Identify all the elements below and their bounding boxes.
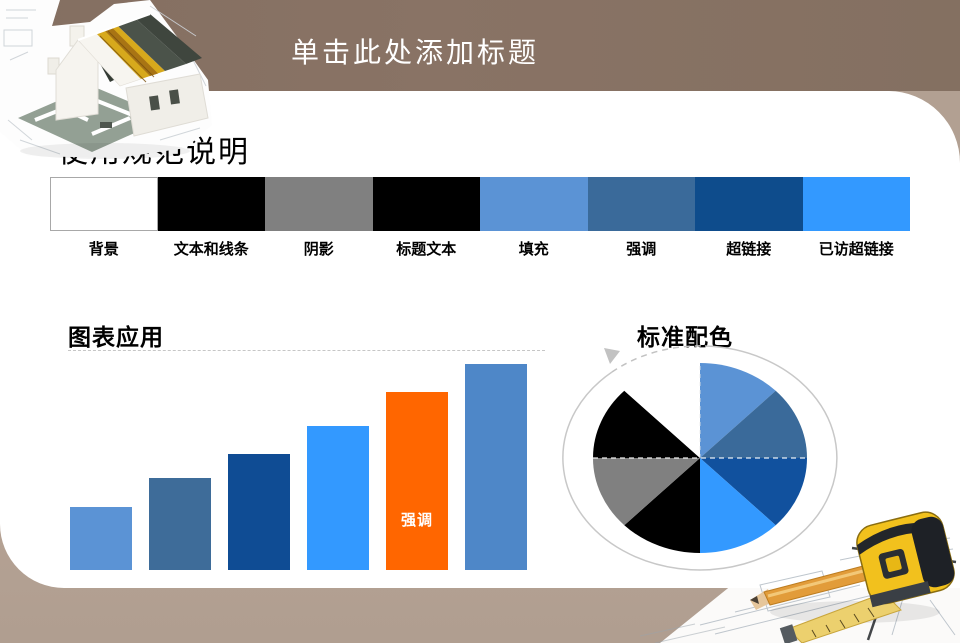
pie-slice-6: [593, 390, 700, 458]
bar-4: 强调: [386, 392, 448, 570]
palette-swatch-7: [802, 177, 910, 231]
bar-chart: 强调: [70, 364, 528, 570]
palette-swatch-1: [157, 177, 265, 231]
palette-swatch-3: [372, 177, 480, 231]
palette-labels: 背景 文本和线条 阴影 标题文本 填充 强调 超链接 已访超链接: [50, 238, 910, 259]
palette-swatch-label-6: 超链接: [726, 241, 772, 258]
bar-3: [307, 426, 369, 570]
pie-slice-0: [700, 362, 776, 458]
pie-slice-5: [592, 458, 700, 526]
bar-0: [70, 507, 132, 570]
palette-swatch-0: [50, 177, 158, 231]
cycle-arrow-icon: [604, 348, 620, 364]
pie-slice-7: [624, 363, 700, 458]
bar-5: [465, 364, 527, 570]
palette-swatch-label-3: 标题文本: [396, 241, 457, 258]
palette-swatch-label-4: 填充: [518, 241, 549, 258]
pie-slices: [592, 362, 807, 553]
palette-swatch-label-1: 文本和线条: [173, 241, 249, 258]
pie-svg: [562, 345, 838, 571]
tape-measure-image: [639, 511, 960, 643]
palette-swatch-label-0: 背景: [88, 241, 119, 258]
cycle-ring: [562, 345, 838, 571]
pie-slice-4: [624, 458, 700, 553]
palette-swatch-label-5: 强调: [626, 241, 657, 258]
palette-swatch-label-7: 已访超链接: [818, 241, 894, 258]
bar-chart-heading: 图表应用: [68, 324, 164, 350]
title-placeholder[interactable]: 单击此处添加标题: [290, 37, 539, 68]
palette-swatch-5: [587, 177, 695, 231]
bar-2: [228, 454, 290, 570]
bar-1: [149, 478, 211, 570]
pie-slice-2: [700, 458, 807, 526]
palette-swatch-4: [480, 177, 588, 231]
palette-swatch-label-2: 阴影: [303, 241, 334, 258]
pie-slice-1: [700, 390, 807, 458]
palette-swatches: [50, 177, 910, 231]
pie-slice-3: [700, 458, 776, 553]
house-3d-image: [0, 0, 212, 159]
pie-chart: [540, 330, 860, 580]
dashed-divider: [68, 350, 545, 351]
bar-label-4: 强调: [400, 512, 433, 529]
cycle-ring-dashed: [611, 345, 706, 373]
palette-swatch-6: [695, 177, 803, 231]
palette-swatch-2: [265, 177, 373, 231]
pie-chart-heading: 标准配色: [637, 324, 733, 350]
